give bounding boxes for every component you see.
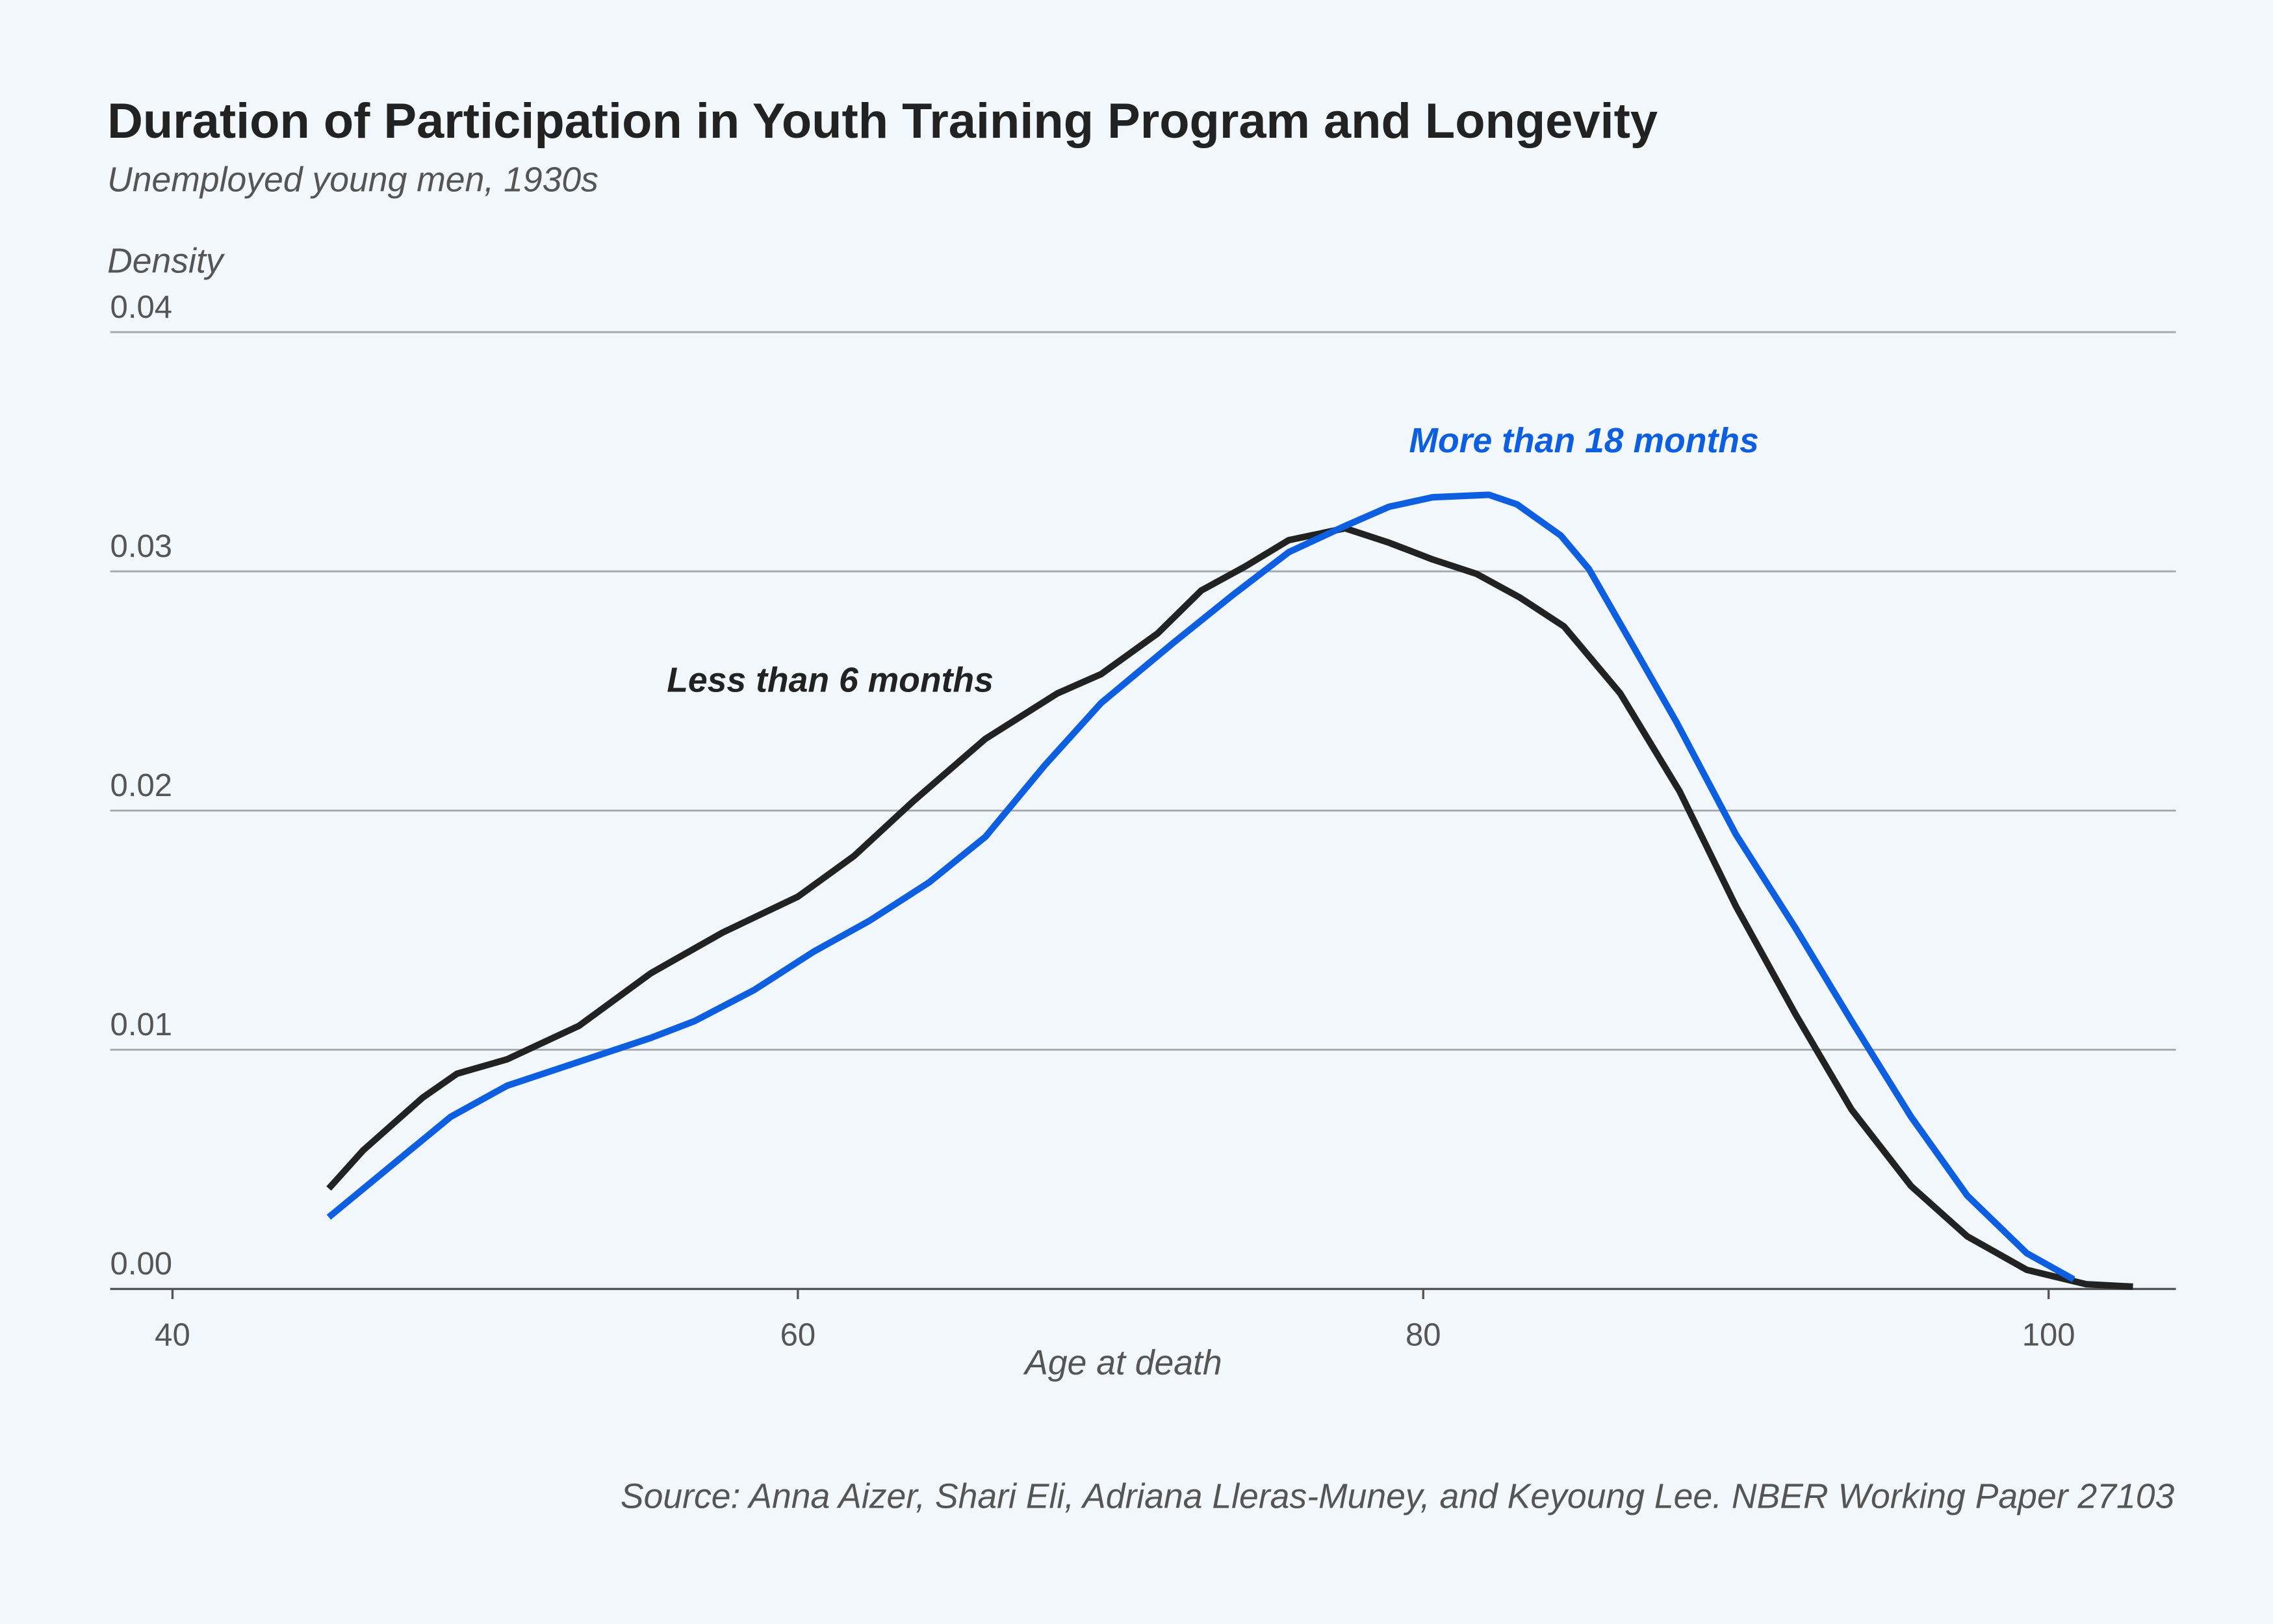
x-tick-label: 60: [780, 1317, 816, 1352]
chart-title: Duration of Participation in Youth Train…: [107, 94, 1658, 149]
y-tick-label: 0.02: [110, 768, 172, 803]
x-tick-label: 40: [155, 1317, 190, 1352]
y-tick-label: 0.04: [110, 290, 172, 325]
x-axis-label: Age at death: [1023, 1344, 1222, 1382]
source-note: Source: Anna Aizer, Shari Eli, Adriana L…: [621, 1477, 2175, 1515]
series-line-1: [326, 491, 2075, 1283]
y-tick-label: 0.01: [110, 1007, 172, 1042]
chart-subtitle: Unemployed young men, 1930s: [107, 161, 598, 200]
y-tick-label: 0.03: [110, 529, 172, 564]
y-axis-label: Density: [107, 242, 225, 281]
y-tick-label: 0.00: [110, 1246, 172, 1282]
x-tick-label: 100: [2022, 1317, 2075, 1352]
series-label-more-than-18-months: More than 18 months: [1409, 422, 1758, 460]
series-label-less-than-6-months: Less than 6 months: [667, 661, 994, 699]
series-line-0: [326, 524, 2133, 1290]
x-tick-label: 80: [1406, 1317, 1441, 1352]
